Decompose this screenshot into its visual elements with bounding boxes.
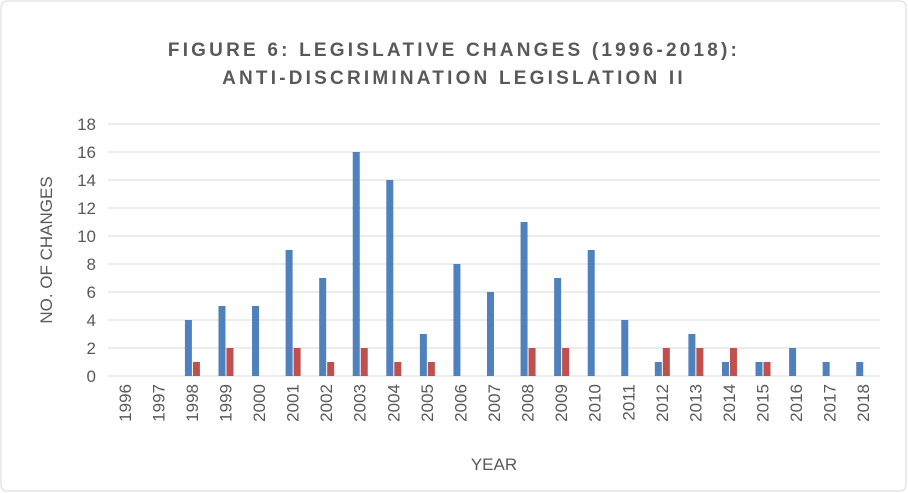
bar xyxy=(419,334,427,376)
bar xyxy=(755,362,763,376)
bar xyxy=(763,362,771,376)
bar xyxy=(184,320,192,376)
bar xyxy=(192,362,200,376)
bar xyxy=(487,292,494,376)
x-tick-label: 1997 xyxy=(149,384,168,422)
x-tick-label: 1998 xyxy=(183,384,202,422)
bar xyxy=(327,362,335,376)
bar xyxy=(729,348,737,376)
x-axis-title: YEAR xyxy=(471,455,517,474)
bar xyxy=(285,250,293,376)
chart-title: ANTI-DISCRIMINATION LEGISLATION II xyxy=(222,68,686,89)
y-tick-label: 8 xyxy=(87,255,96,274)
bar xyxy=(453,264,461,376)
bar xyxy=(789,348,797,376)
x-tick-label: 2009 xyxy=(552,384,571,422)
x-tick-label: 2016 xyxy=(787,384,806,422)
y-tick-label: 2 xyxy=(87,339,96,358)
y-tick-label: 16 xyxy=(77,143,96,162)
bar xyxy=(721,362,729,376)
bar xyxy=(822,362,830,376)
x-tick-label: 2014 xyxy=(720,384,739,422)
bar xyxy=(662,348,670,376)
x-tick-label: 2002 xyxy=(317,384,336,422)
bar xyxy=(621,320,629,376)
x-tick-label: 2010 xyxy=(586,384,605,422)
x-tick-label: 1996 xyxy=(116,384,135,422)
x-tick-label: 1999 xyxy=(216,384,235,422)
x-tick-label: 2011 xyxy=(619,384,638,421)
bar xyxy=(293,348,301,376)
bar xyxy=(427,362,435,376)
y-tick-label: 18 xyxy=(77,115,96,134)
y-tick-label: 0 xyxy=(87,367,96,386)
bar xyxy=(562,348,570,376)
y-tick-label: 10 xyxy=(77,227,96,246)
bar xyxy=(218,306,226,376)
x-tick-label: 2017 xyxy=(821,384,840,422)
x-tick-label: 2005 xyxy=(418,384,437,422)
chart-title: FIGURE 6: LEGISLATIVE CHANGES (1996-2018… xyxy=(168,40,740,61)
bar xyxy=(319,278,327,376)
bar xyxy=(696,348,704,376)
x-tick-label: 2013 xyxy=(686,384,705,422)
y-axis-title: NO. OF CHANGES xyxy=(37,176,56,323)
bar xyxy=(654,362,662,376)
bar xyxy=(587,250,595,376)
bar xyxy=(226,348,234,376)
x-tick-label: 2003 xyxy=(351,384,370,422)
bar xyxy=(554,278,562,376)
bar xyxy=(352,152,360,376)
bar xyxy=(252,306,260,376)
y-tick-label: 6 xyxy=(87,283,96,302)
y-tick-label: 14 xyxy=(77,171,96,190)
x-tick-label: 2001 xyxy=(284,384,303,422)
x-tick-label: 2015 xyxy=(754,384,773,422)
bar xyxy=(394,362,402,376)
y-tick-label: 4 xyxy=(87,311,96,330)
bar xyxy=(856,362,864,376)
x-tick-label: 2004 xyxy=(384,384,403,422)
x-tick-label: 2008 xyxy=(519,384,538,422)
bar xyxy=(360,348,368,376)
x-tick-label: 2018 xyxy=(854,384,873,422)
bar xyxy=(520,222,528,376)
bar xyxy=(688,334,696,376)
bar xyxy=(386,180,394,376)
bar xyxy=(528,348,536,376)
x-tick-label: 2006 xyxy=(451,384,470,422)
x-tick-label: 2007 xyxy=(485,384,504,422)
y-tick-label: 12 xyxy=(77,199,96,218)
x-tick-label: 2000 xyxy=(250,384,269,422)
x-tick-label: 2012 xyxy=(653,384,672,422)
